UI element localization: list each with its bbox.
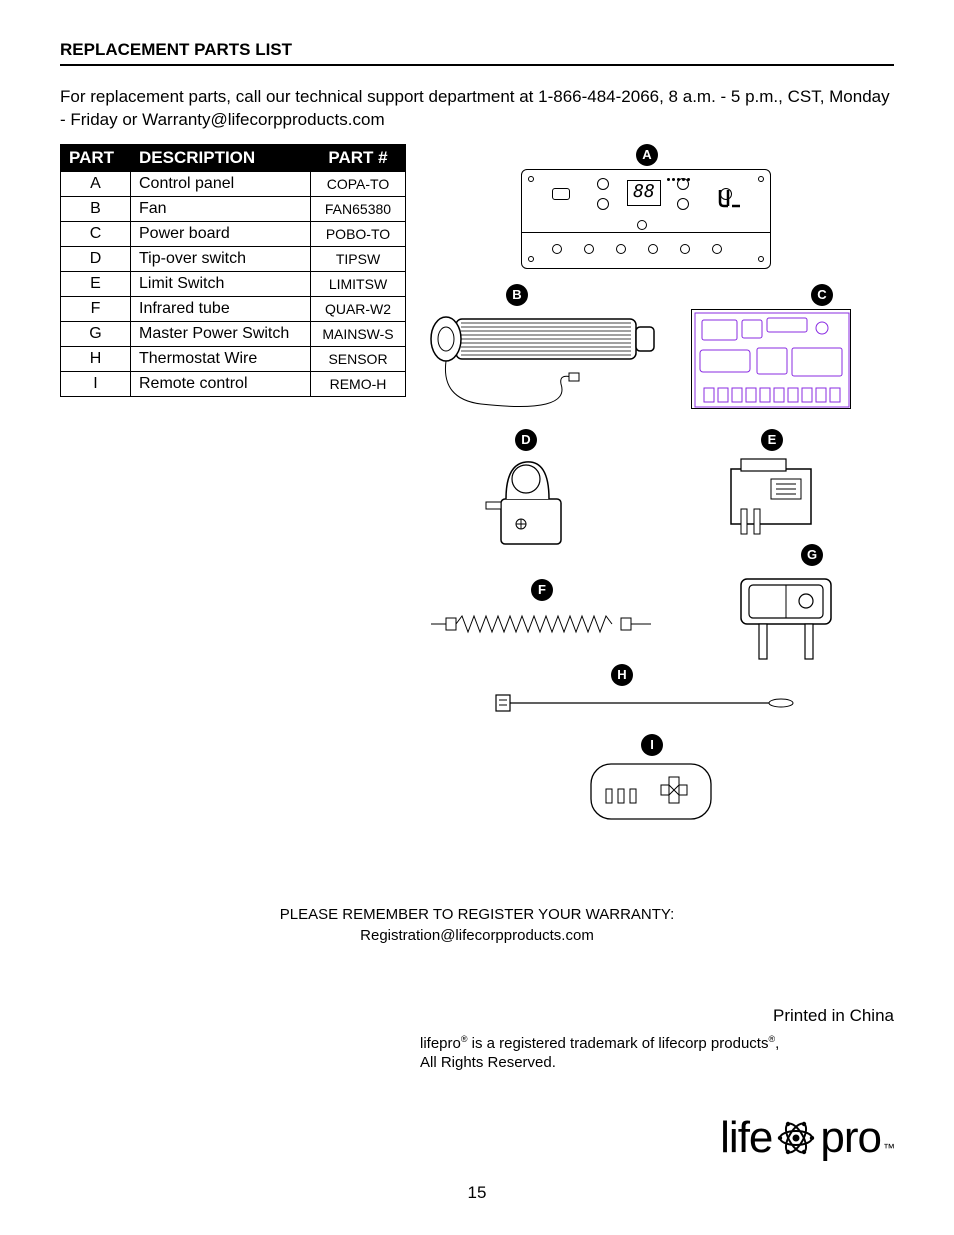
table-row: IRemote controlREMO-H: [61, 371, 406, 396]
trademark-rights: All Rights Reserved.: [420, 1054, 556, 1071]
page: REPLACEMENT PARTS LIST For replacement p…: [0, 0, 954, 1233]
page-number: 15: [60, 1183, 894, 1203]
diagram-label-c: C: [811, 284, 833, 306]
diagram-label-i: I: [641, 734, 663, 756]
table-row: ELimit SwitchLIMITSW: [61, 271, 406, 296]
printed-in: Printed in China: [60, 1006, 894, 1026]
content-row: PART DESCRIPTION PART # AControl panelCO…: [60, 144, 894, 864]
diagram-label-g: G: [801, 544, 823, 566]
header-part: PART: [61, 144, 131, 171]
diagram-label-e: E: [761, 429, 783, 451]
table-header-row: PART DESCRIPTION PART #: [61, 144, 406, 171]
control-panel-drawing: 88: [521, 169, 771, 269]
power-board-drawing: [691, 309, 851, 409]
table-row: HThermostat WireSENSOR: [61, 346, 406, 371]
tm-icon: ™: [883, 1141, 894, 1155]
warranty-block: PLEASE REMEMBER TO REGISTER YOUR WARRANT…: [60, 904, 894, 946]
diagram-label-f: F: [531, 579, 553, 601]
parts-table: PART DESCRIPTION PART # AControl panelCO…: [60, 144, 406, 397]
section-title: REPLACEMENT PARTS LIST: [60, 40, 894, 66]
brand-logo: life pro ™: [60, 1113, 894, 1163]
trademark-brand: lifepro: [420, 1035, 461, 1052]
trademark-block: lifepro® is a registered trademark of li…: [420, 1034, 894, 1073]
fan-drawing: [421, 309, 681, 429]
logo-text-left: life: [720, 1113, 772, 1163]
remote-drawing: [586, 759, 716, 829]
warranty-line2: Registration@lifecorpproducts.com: [60, 925, 894, 946]
atom-icon: [776, 1118, 816, 1158]
diagram-label-b: B: [506, 284, 528, 306]
header-description: DESCRIPTION: [131, 144, 311, 171]
table-body: AControl panelCOPA-TO BFanFAN65380 CPowe…: [61, 171, 406, 396]
table-row: GMaster Power SwitchMAINSW-S: [61, 321, 406, 346]
trademark-text: is a registered trademark of lifecorp pr…: [468, 1035, 769, 1052]
diagram-label-d: D: [515, 429, 537, 451]
warranty-line1: PLEASE REMEMBER TO REGISTER YOUR WARRANT…: [60, 904, 894, 925]
diagram-label-h: H: [611, 664, 633, 686]
header-partnum: PART #: [311, 144, 406, 171]
thermostat-wire-drawing: [491, 689, 801, 719]
infrared-tube-drawing: [426, 604, 666, 644]
parts-diagram: A 88: [431, 144, 894, 864]
reg-mark-icon: ®: [461, 1034, 468, 1044]
diagram-label-a: A: [636, 144, 658, 166]
intro-text: For replacement parts, call our technica…: [60, 86, 894, 132]
table-row: BFanFAN65380: [61, 196, 406, 221]
table-row: CPower boardPOBO-TO: [61, 221, 406, 246]
table-row: AControl panelCOPA-TO: [61, 171, 406, 196]
limit-switch-drawing: [716, 454, 826, 544]
table-row: FInfrared tubeQUAR-W2: [61, 296, 406, 321]
logo-text-right: pro: [820, 1113, 881, 1163]
tipover-switch-drawing: [471, 454, 581, 554]
table-row: DTip-over switchTIPSW: [61, 246, 406, 271]
master-switch-drawing: [731, 569, 841, 669]
